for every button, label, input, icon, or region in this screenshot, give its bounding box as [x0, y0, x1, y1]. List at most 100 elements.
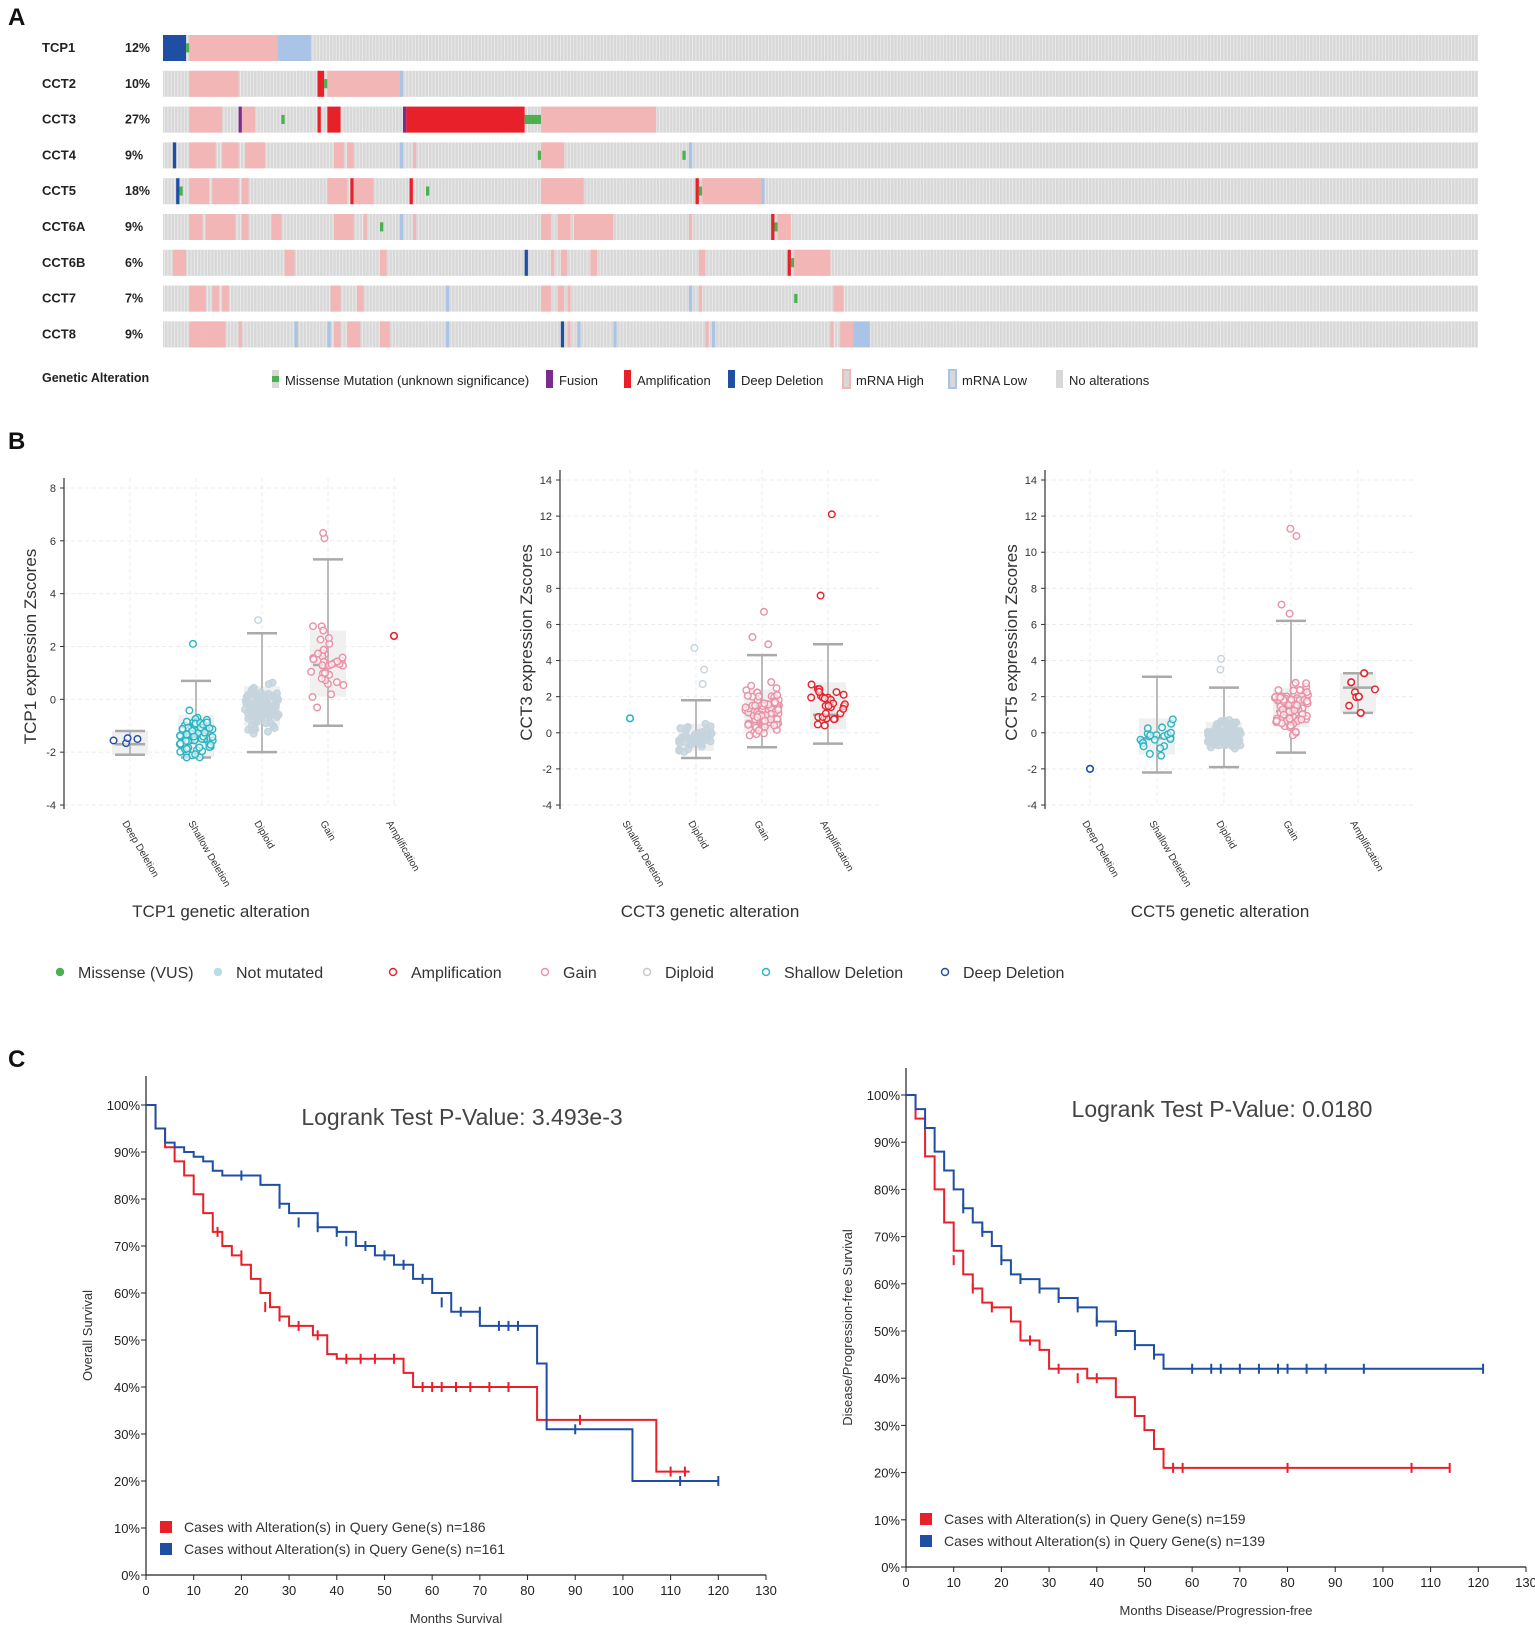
data-point-outlier	[827, 510, 836, 519]
legend-swatch-fusion	[546, 370, 553, 388]
alteration-deep-deletion	[560, 321, 565, 348]
alteration-mrna-high	[830, 321, 834, 348]
km-title: Logrank Test P-Value: 3.493e-3	[301, 1104, 622, 1130]
alteration-mrna-high	[777, 214, 791, 240]
x-axis-label: CCT3 genetic alteration	[621, 902, 800, 921]
x-tick-label: Gain	[751, 819, 771, 843]
y-tick-label: 2	[1031, 692, 1037, 704]
data-point	[263, 727, 272, 736]
x-tick-label: Shallow Deletion	[185, 819, 232, 889]
alteration-mrna-high	[353, 178, 374, 205]
alteration-mrna-low	[294, 321, 298, 348]
legend-label-without: Cases without Alteration(s) in Query Gen…	[944, 1533, 1265, 1549]
y-tick-label: 20%	[114, 1474, 140, 1489]
alteration-mrna-high	[189, 142, 216, 169]
alteration-mrna-high	[541, 178, 558, 205]
legend-label-mrna_low: mRNA Low	[962, 373, 1028, 388]
data-point	[1356, 708, 1365, 718]
data-point-outlier	[1285, 609, 1294, 618]
data-point	[1139, 742, 1148, 751]
data-point	[308, 692, 317, 701]
alteration-mrna-low	[761, 178, 765, 205]
data-point	[257, 714, 266, 723]
data-point	[1354, 692, 1364, 701]
y-axis-label: CCT3 expression Zscores	[517, 544, 536, 741]
km-overall-survival: 0% 10% 20% 30% 40% 50% 60% 70% 80% 90% 100% 0 10 20 30…	[80, 1076, 777, 1626]
panel-label-a: A	[8, 4, 26, 31]
data-point	[316, 635, 325, 644]
alteration-mrna-high	[557, 178, 584, 205]
data-point	[675, 746, 684, 755]
x-tick-label: Amplification	[1347, 819, 1385, 874]
y-tick-label: 50%	[874, 1324, 900, 1339]
data-point	[1158, 723, 1167, 732]
data-point	[176, 739, 185, 748]
alteration-mrna-high	[333, 142, 344, 169]
alteration-mrna-high	[189, 321, 206, 348]
y-tick-label: 20%	[874, 1466, 900, 1481]
data-point	[195, 743, 204, 752]
legend-label-amplification: Amplification	[411, 965, 502, 982]
gene-percent-cct6a: 9%	[125, 220, 143, 234]
boxplot-legend: Missense (VUS) Not mutated Amplification Ga…	[55, 965, 1064, 982]
boxplot-tcp1: -4 -2 0 2 4 6 8 TCP1 expression Zscores Deep Del…	[21, 478, 421, 921]
data-point	[250, 724, 259, 733]
y-tick-label: 80%	[874, 1182, 900, 1197]
x-tick-label: Shallow Deletion	[619, 819, 666, 889]
data-point-outlier	[1292, 531, 1301, 540]
data-point	[747, 681, 756, 690]
data-point	[274, 710, 283, 719]
x-tick-label: 60	[425, 1583, 439, 1598]
gene-percent-cct4: 9%	[125, 148, 143, 162]
expression-boxplots: -4 -2 0 2 4 6 8 TCP1 expression Zscores Deep Del…	[21, 470, 1415, 982]
alteration-mrna-high	[590, 249, 597, 276]
data-point	[683, 723, 692, 732]
data-point	[832, 688, 841, 697]
data-point	[770, 721, 779, 730]
data-point	[1208, 738, 1217, 747]
alteration-mrna-high	[541, 142, 565, 169]
alteration-mrna-high	[702, 178, 762, 205]
gene-label-cct5: CCT5	[42, 183, 76, 198]
data-point	[693, 730, 702, 739]
gene-label-cct6a: CCT6A	[42, 219, 86, 234]
alteration-mrna-high	[327, 70, 400, 97]
x-tick-label: 90	[568, 1583, 582, 1598]
survival-curves: 0%10%20%30%40%50%60%70%80%90%100%0 10 20 30…	[80, 1068, 1535, 1626]
data-point	[178, 724, 187, 733]
y-tick-label: 12	[1025, 511, 1037, 523]
alteration-mrna-high	[241, 178, 249, 205]
y-tick-label: -2	[46, 747, 56, 759]
y-tick-label: 0	[1031, 728, 1037, 740]
data-point	[839, 690, 848, 699]
data-point-outlier	[254, 616, 263, 625]
alteration-mrna-high	[222, 142, 239, 169]
y-axis-label: CCT5 expression Zscores	[1002, 544, 1021, 741]
data-point	[753, 713, 762, 722]
data-point	[1143, 724, 1152, 733]
legend-swatch-without	[160, 1543, 172, 1555]
boxplot-cct5: -4 -2 0 2 4 6 8 10 12 14 CCT5 expression Zscores De…	[1002, 470, 1415, 921]
km-title: Logrank Test P-Value: 0.0180	[1072, 1096, 1373, 1122]
data-point	[774, 705, 783, 714]
alteration-mrna-high	[271, 214, 282, 240]
data-point	[813, 720, 822, 729]
alteration-missense	[698, 186, 703, 196]
alteration-mrna-high	[189, 214, 203, 240]
y-tick-label: 10	[540, 547, 552, 559]
data-point	[741, 703, 750, 712]
data-point	[389, 631, 399, 641]
data-point	[251, 709, 260, 718]
x-tick-label: 20	[994, 1575, 1008, 1590]
legend-marker-not_mutated	[213, 967, 223, 977]
data-point	[1295, 685, 1304, 694]
data-point	[1287, 695, 1296, 704]
alteration-fusion	[402, 106, 407, 133]
data-point	[191, 750, 200, 759]
x-tick-label: Diploid	[685, 819, 710, 851]
data-point	[247, 686, 256, 695]
alteration-mrna-high	[189, 178, 210, 205]
data-point	[332, 678, 341, 687]
alteration-mrna-high	[698, 249, 706, 276]
y-tick-label: 2	[50, 642, 56, 654]
